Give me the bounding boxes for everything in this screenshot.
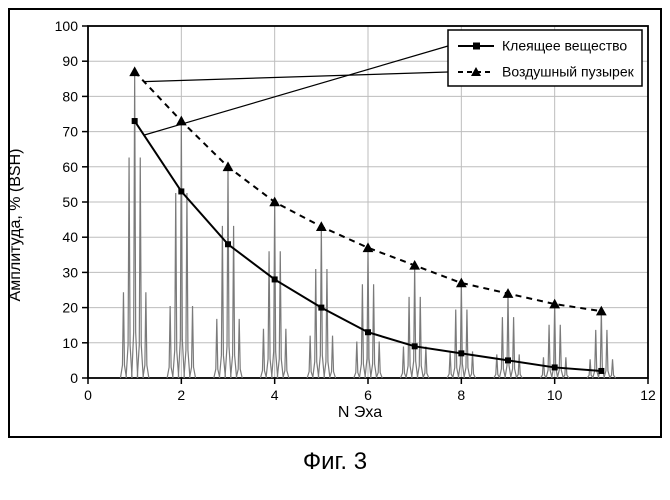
echo-spike [214, 319, 220, 378]
ytick-label: 60 [62, 159, 78, 175]
echo-spike [447, 351, 453, 378]
echo-spike [423, 346, 429, 378]
ytick-label: 10 [62, 335, 78, 351]
echo-spike [505, 294, 511, 378]
marker-triangle [223, 161, 234, 171]
marker-triangle [316, 221, 327, 231]
echo-spike [184, 193, 190, 378]
echo-spike [277, 251, 283, 378]
echo-spike [260, 329, 266, 378]
echo-spike [167, 306, 173, 378]
echo-spike [190, 306, 196, 378]
marker-square [178, 188, 184, 194]
echo-spike [540, 357, 546, 378]
xtick-label: 0 [84, 387, 92, 403]
echo-spike [324, 269, 330, 378]
echo-spike [307, 336, 313, 378]
echo-spike [173, 193, 179, 378]
echo-spike [313, 269, 319, 378]
marker-square [505, 357, 511, 363]
echo-spike [354, 342, 360, 378]
echo-spike [371, 284, 377, 378]
ytick-label: 20 [62, 300, 78, 316]
echo-spike [511, 317, 517, 378]
echo-spike [330, 336, 336, 378]
marker-triangle [129, 66, 140, 76]
xtick-label: 12 [640, 387, 656, 403]
echo-spike [516, 354, 522, 378]
echo-spike [587, 359, 593, 378]
echo-spike [464, 310, 470, 378]
marker-square [552, 364, 558, 370]
echo-spike [453, 310, 459, 378]
figure-caption: Фиг. 3 [0, 448, 670, 476]
marker-square [225, 241, 231, 247]
legend-leader-line [144, 46, 448, 135]
legend-marker-square [473, 43, 480, 50]
marker-square [598, 368, 604, 374]
marker-triangle [503, 288, 514, 298]
echo-spike [318, 227, 324, 378]
echo-spike [143, 292, 149, 378]
echo-spike [126, 158, 132, 378]
marker-triangle [456, 278, 467, 288]
marker-square [318, 305, 324, 311]
ytick-label: 50 [62, 194, 78, 210]
echo-spike [412, 265, 418, 378]
legend-label: Воздушный пузырек [502, 64, 635, 80]
xtick-label: 8 [457, 387, 465, 403]
marker-square [458, 350, 464, 356]
ytick-label: 90 [62, 53, 78, 69]
echo-spike [376, 342, 382, 378]
echo-spike [400, 346, 406, 378]
echo-spike [219, 226, 225, 378]
echo-spike [557, 325, 563, 378]
ytick-label: 40 [62, 229, 78, 245]
echo-spike [137, 158, 143, 378]
echo-spike [236, 319, 242, 378]
ytick-label: 0 [70, 370, 78, 386]
xtick-label: 6 [364, 387, 372, 403]
marker-square [132, 118, 138, 124]
echo-spike [132, 72, 138, 378]
marker-triangle [269, 197, 280, 207]
echo-spike [120, 292, 126, 378]
marker-square [272, 276, 278, 282]
xtick-label: 10 [547, 387, 563, 403]
ytick-label: 30 [62, 264, 78, 280]
echo-spike [406, 297, 412, 378]
marker-square [365, 329, 371, 335]
ytick-label: 80 [62, 88, 78, 104]
x-axis-label: N Эха [338, 404, 382, 422]
echo-spike [283, 329, 289, 378]
marker-square [412, 343, 418, 349]
echo-spike [417, 297, 423, 378]
legend-leader-line [144, 72, 448, 82]
echo-spike [546, 325, 552, 378]
ytick-label: 100 [55, 18, 79, 34]
echo-spike [499, 317, 505, 378]
xtick-label: 4 [271, 387, 279, 403]
echo-spike [266, 251, 272, 378]
legend-label: Клеящее вещество [502, 38, 627, 54]
echo-spike [604, 330, 610, 378]
echo-spike [610, 359, 616, 378]
marker-triangle [363, 242, 374, 252]
ytick-label: 70 [62, 124, 78, 140]
xtick-label: 2 [177, 387, 185, 403]
y-axis-label: Амплитуда, % (BSH) [7, 149, 25, 302]
